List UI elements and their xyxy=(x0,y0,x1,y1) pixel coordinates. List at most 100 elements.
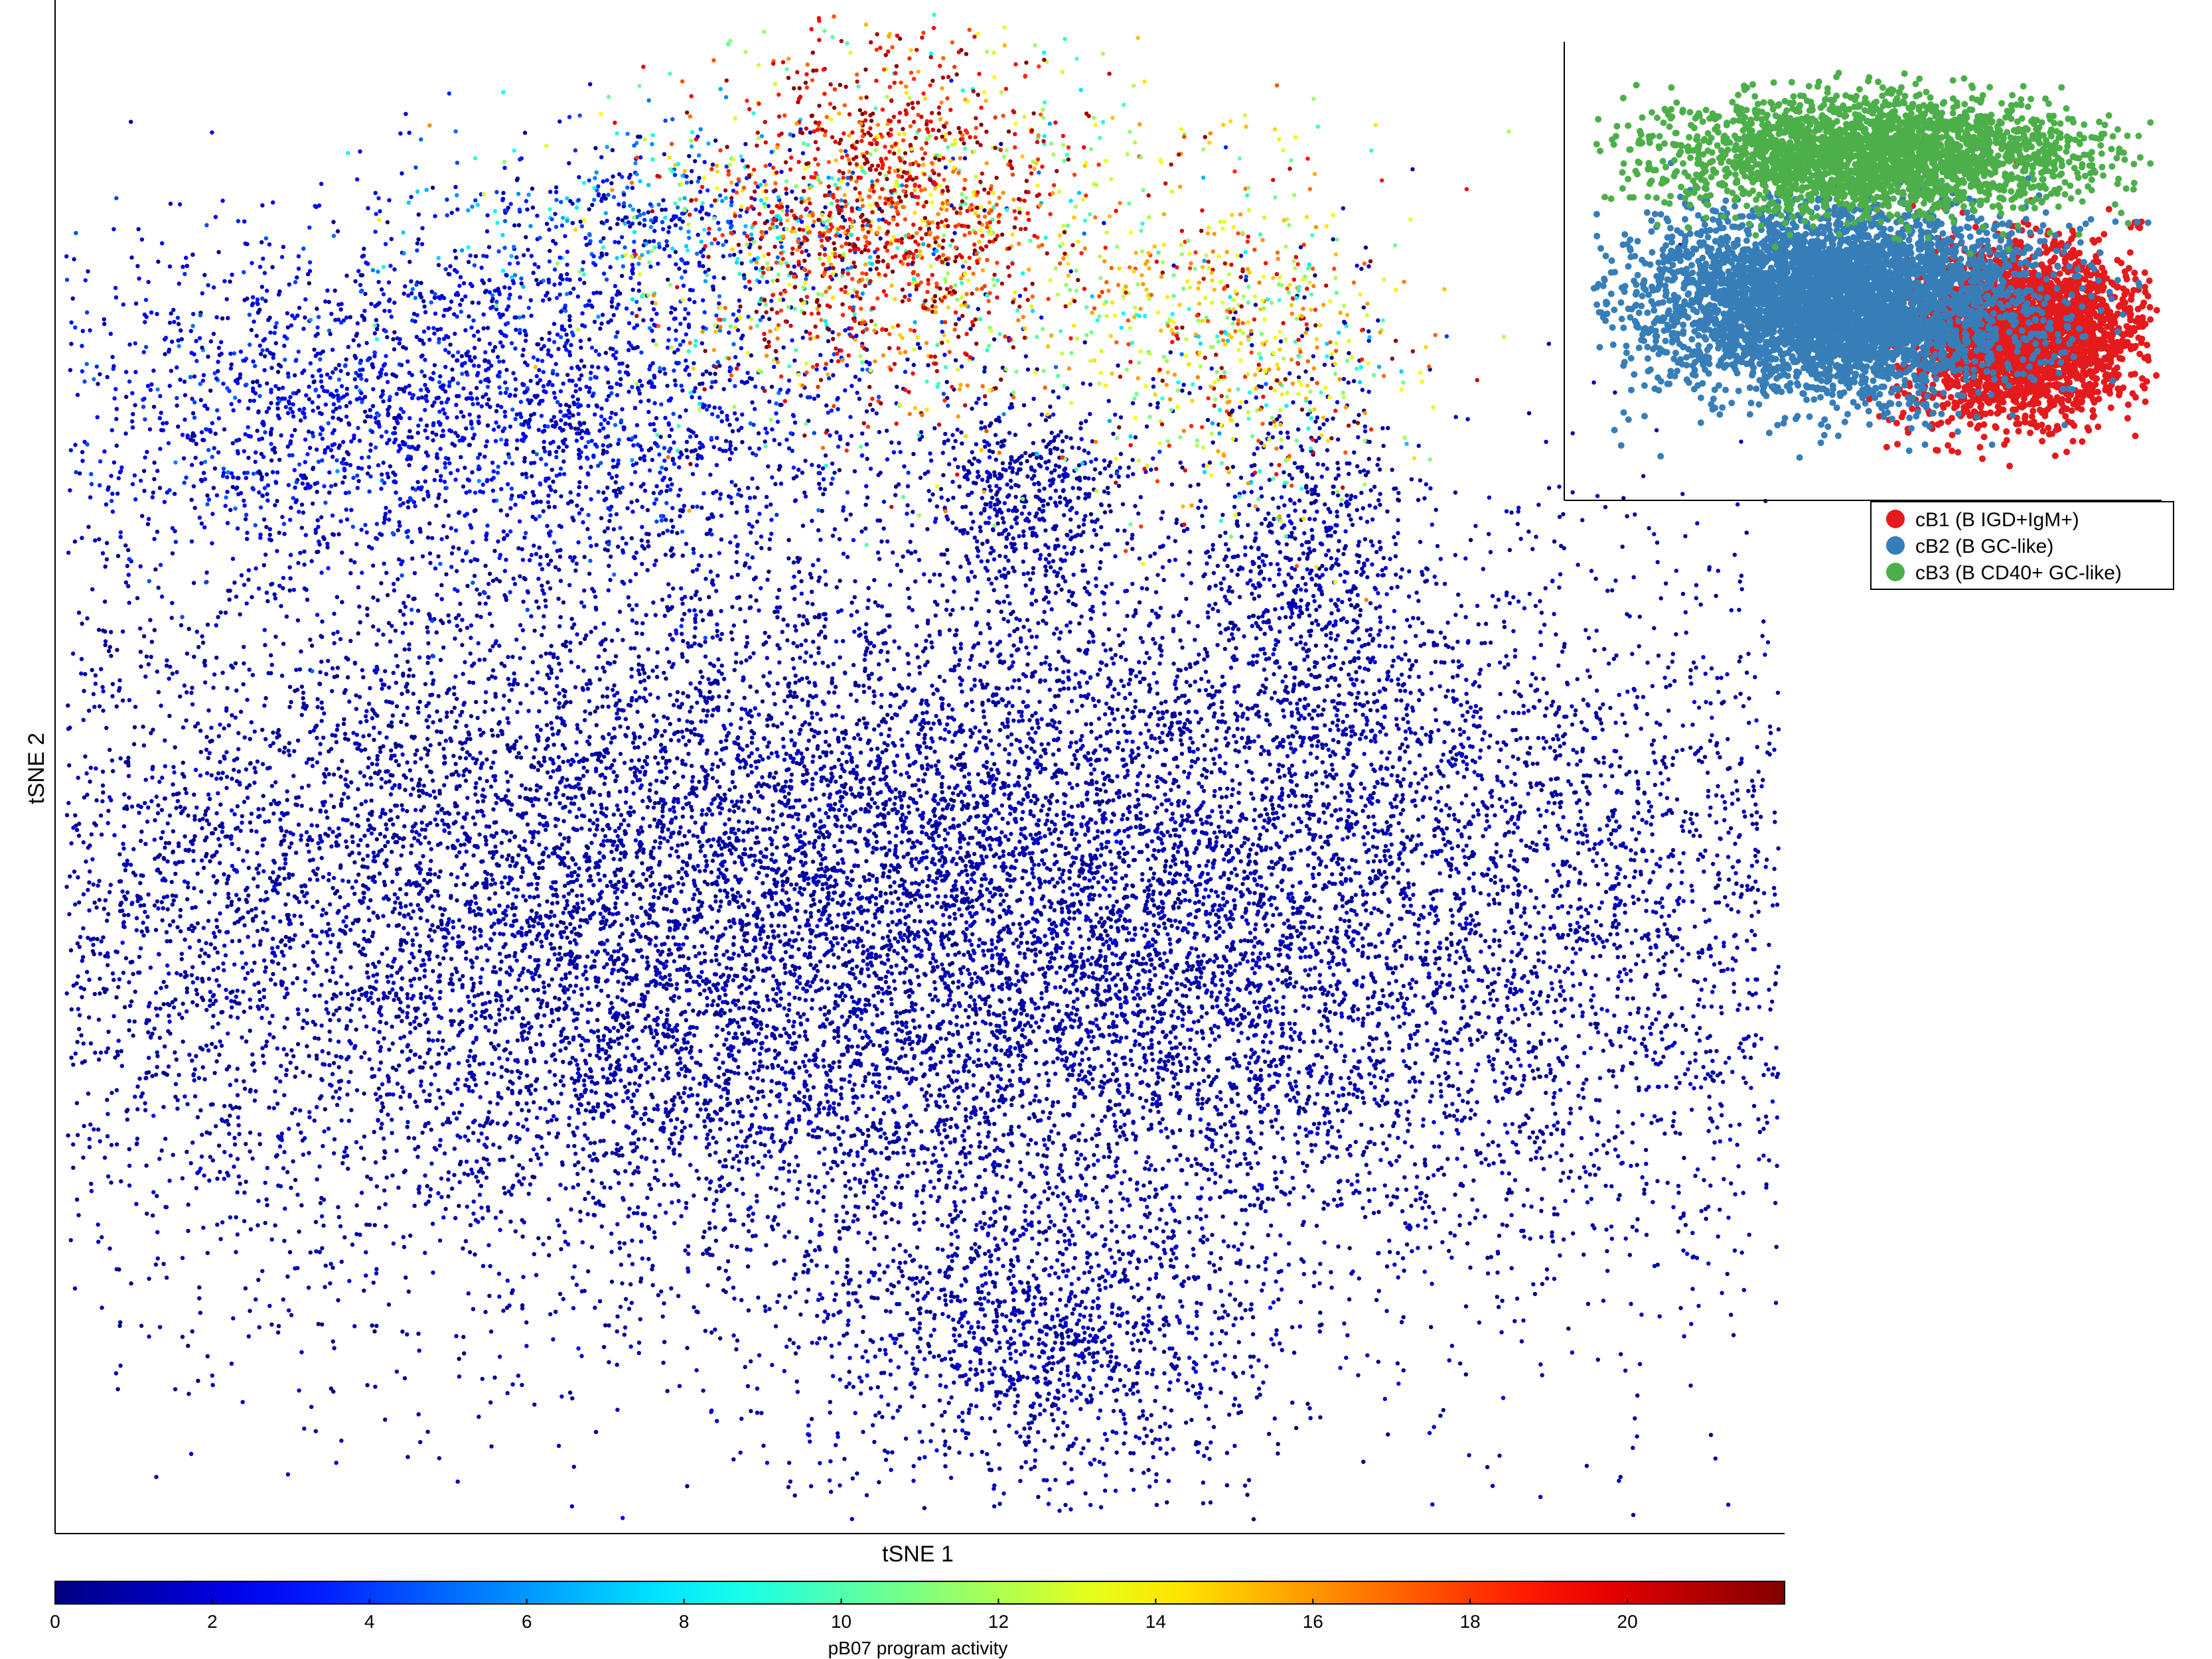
main-scatter-point xyxy=(352,860,356,864)
main-scatter-point xyxy=(1612,942,1616,946)
main-scatter-point xyxy=(1520,932,1524,936)
main-scatter-point xyxy=(1329,598,1333,602)
main-scatter-point xyxy=(537,709,541,713)
main-scatter-point xyxy=(608,578,612,582)
main-scatter-point xyxy=(365,607,369,611)
main-scatter-point xyxy=(644,1062,648,1066)
main-scatter-point xyxy=(797,997,801,1001)
main-scatter-point xyxy=(658,982,662,986)
main-scatter-point xyxy=(457,1061,461,1065)
main-scatter-point xyxy=(1538,1039,1542,1043)
main-scatter-point xyxy=(589,1141,593,1145)
main-scatter-point xyxy=(338,863,342,867)
main-scatter-point xyxy=(275,1046,279,1050)
main-scatter-point xyxy=(1185,1264,1189,1268)
main-scatter-point xyxy=(1309,673,1313,677)
main-scatter-point xyxy=(539,728,543,732)
main-scatter-point xyxy=(995,1089,999,1093)
main-scatter-point xyxy=(871,408,875,412)
main-scatter-point xyxy=(828,913,832,917)
main-scatter-point xyxy=(1027,772,1031,776)
main-scatter-point xyxy=(974,814,978,818)
main-scatter-point xyxy=(728,457,732,461)
main-scatter-point xyxy=(651,1283,655,1287)
main-scatter-point xyxy=(1678,1306,1682,1310)
main-scatter-point xyxy=(615,1407,619,1411)
main-scatter-point xyxy=(1359,885,1363,889)
main-scatter-point xyxy=(714,1239,718,1243)
main-scatter-point xyxy=(1230,1028,1234,1032)
main-scatter-point xyxy=(1125,614,1129,618)
main-scatter-point xyxy=(913,1002,917,1006)
main-scatter-point xyxy=(1773,1201,1777,1205)
main-scatter-point xyxy=(1033,750,1037,754)
main-scatter-point xyxy=(128,1004,132,1008)
main-scatter-point xyxy=(97,879,101,883)
main-scatter-point xyxy=(983,1168,987,1172)
main-scatter-point xyxy=(893,936,897,940)
main-scatter-point xyxy=(367,875,371,879)
main-scatter-point xyxy=(575,815,579,819)
main-scatter-point xyxy=(826,986,830,990)
main-scatter-point xyxy=(1358,470,1362,474)
main-scatter-point xyxy=(170,601,174,605)
main-scatter-point xyxy=(85,616,89,620)
main-scatter-point xyxy=(246,893,250,897)
main-scatter-point xyxy=(1194,947,1198,951)
main-scatter-point xyxy=(111,682,115,686)
main-scatter-point xyxy=(80,657,84,661)
main-scatter-point xyxy=(358,988,362,992)
main-scatter-point xyxy=(830,1344,834,1348)
main-scatter-point xyxy=(1057,748,1061,752)
main-scatter-point xyxy=(200,634,204,638)
main-scatter-point xyxy=(707,1246,711,1250)
main-scatter-point xyxy=(126,584,130,588)
main-scatter-point xyxy=(771,974,775,978)
main-scatter-point xyxy=(1465,922,1469,926)
main-scatter-point xyxy=(1297,1070,1301,1074)
main-scatter-point xyxy=(187,627,191,631)
main-scatter-point xyxy=(1023,1189,1027,1192)
main-scatter-point xyxy=(836,901,840,904)
main-scatter-point xyxy=(992,1403,996,1407)
main-scatter-point xyxy=(617,969,621,973)
main-scatter-point xyxy=(590,753,594,757)
main-scatter-point xyxy=(630,1106,634,1110)
main-scatter-point xyxy=(796,1011,800,1015)
main-scatter-point xyxy=(798,886,802,890)
main-scatter-point xyxy=(793,624,797,628)
main-scatter-point xyxy=(1053,908,1057,912)
main-scatter-point xyxy=(1655,983,1659,987)
main-scatter-point xyxy=(1443,996,1447,1000)
main-scatter-point xyxy=(992,588,996,592)
main-scatter-point xyxy=(1007,1078,1011,1082)
main-scatter-point xyxy=(307,1151,311,1155)
main-scatter-point xyxy=(1630,828,1634,831)
main-scatter-point xyxy=(1201,1036,1205,1040)
main-scatter-point xyxy=(1248,991,1252,995)
main-scatter-point xyxy=(1468,1116,1472,1120)
main-scatter-point xyxy=(1718,961,1722,965)
main-scatter-point xyxy=(492,549,496,553)
main-scatter-point xyxy=(242,1010,246,1014)
main-scatter-point xyxy=(1735,1143,1739,1147)
main-scatter-point xyxy=(699,961,703,965)
main-scatter-point xyxy=(785,1122,789,1126)
main-scatter-point xyxy=(212,968,216,972)
main-scatter-point xyxy=(1061,1269,1065,1273)
main-scatter-point xyxy=(369,782,373,786)
main-scatter-point xyxy=(1545,879,1549,883)
main-scatter-point xyxy=(804,1053,808,1057)
main-scatter-point xyxy=(1394,948,1398,952)
main-scatter-point xyxy=(563,1187,567,1190)
main-scatter-point xyxy=(1575,762,1579,766)
main-scatter-point xyxy=(1505,1076,1509,1080)
main-scatter-point xyxy=(1457,1214,1461,1218)
main-scatter-point xyxy=(1169,350,1173,354)
main-scatter-point xyxy=(595,543,599,547)
main-scatter-point xyxy=(992,987,995,991)
main-scatter-point xyxy=(83,755,87,758)
main-scatter-point xyxy=(222,872,226,876)
main-scatter-point xyxy=(1574,952,1578,956)
main-scatter-point xyxy=(186,814,190,818)
